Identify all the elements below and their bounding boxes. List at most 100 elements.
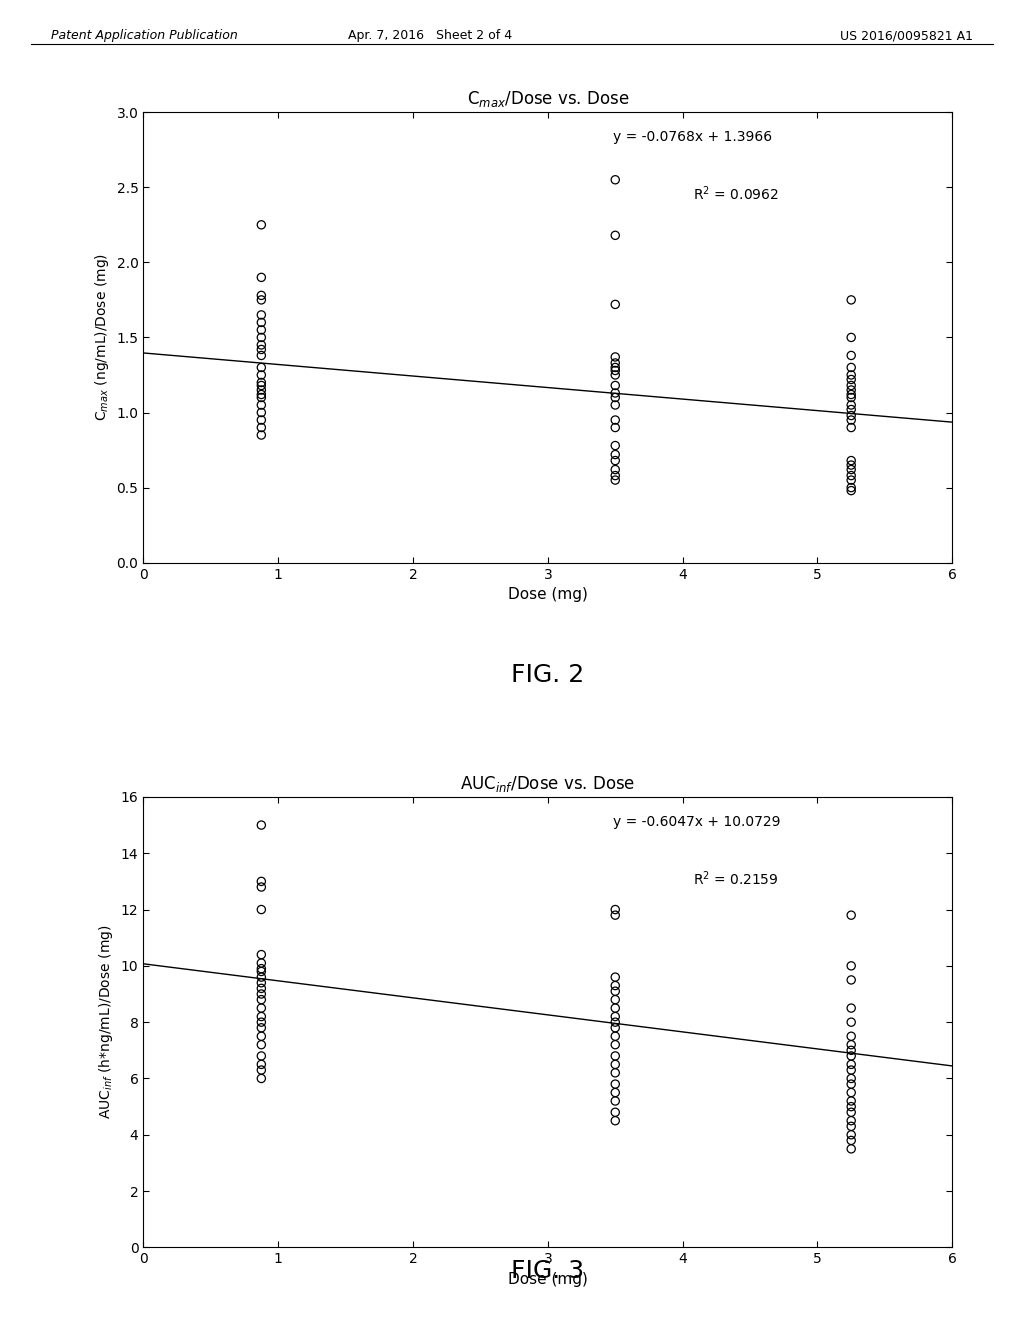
Point bbox=[253, 998, 269, 1019]
Point bbox=[253, 966, 269, 987]
Point bbox=[843, 450, 859, 471]
Point bbox=[607, 966, 624, 987]
Point bbox=[607, 1082, 624, 1104]
Point bbox=[843, 1026, 859, 1047]
Text: US 2016/0095821 A1: US 2016/0095821 A1 bbox=[840, 29, 973, 42]
Point bbox=[253, 384, 269, 405]
Point bbox=[843, 956, 859, 977]
Point bbox=[253, 267, 269, 288]
Point bbox=[253, 1068, 269, 1089]
Text: R$^{2}$ = 0.2159: R$^{2}$ = 0.2159 bbox=[693, 869, 778, 887]
Point bbox=[607, 904, 624, 925]
Point bbox=[253, 978, 269, 999]
Point bbox=[607, 975, 624, 997]
Point bbox=[253, 899, 269, 920]
Point bbox=[843, 1053, 859, 1074]
Point bbox=[607, 450, 624, 471]
X-axis label: Dose (mg): Dose (mg) bbox=[508, 1271, 588, 1287]
Point bbox=[253, 1026, 269, 1047]
Text: y = -0.6047x + 10.0729: y = -0.6047x + 10.0729 bbox=[612, 814, 780, 829]
Point bbox=[843, 399, 859, 420]
Point bbox=[607, 387, 624, 408]
Point bbox=[253, 1053, 269, 1074]
Point bbox=[253, 214, 269, 235]
Point bbox=[253, 876, 269, 898]
Point bbox=[843, 345, 859, 366]
Point bbox=[607, 1006, 624, 1027]
Point bbox=[607, 981, 624, 1002]
Point bbox=[253, 1006, 269, 1027]
Text: y = -0.0768x + 1.3966: y = -0.0768x + 1.3966 bbox=[612, 131, 772, 144]
Point bbox=[607, 346, 624, 367]
Point bbox=[843, 1073, 859, 1094]
Point bbox=[843, 1045, 859, 1067]
Point bbox=[607, 1053, 624, 1074]
Point bbox=[607, 1018, 624, 1039]
Title: AUC$_{inf}$/Dose vs. Dose: AUC$_{inf}$/Dose vs. Dose bbox=[460, 774, 636, 793]
Point bbox=[843, 470, 859, 491]
Point bbox=[843, 1082, 859, 1104]
Point bbox=[253, 1011, 269, 1032]
Point bbox=[607, 352, 624, 374]
Point bbox=[253, 417, 269, 438]
Point bbox=[607, 224, 624, 246]
Point bbox=[843, 375, 859, 396]
Point bbox=[253, 425, 269, 446]
Point bbox=[607, 465, 624, 486]
Point bbox=[253, 953, 269, 974]
Point bbox=[843, 465, 859, 486]
Point bbox=[253, 961, 269, 982]
Point bbox=[607, 998, 624, 1019]
Y-axis label: C$_{max}$ (ng/mL)/Dose (mg): C$_{max}$ (ng/mL)/Dose (mg) bbox=[93, 253, 111, 421]
Point bbox=[607, 395, 624, 416]
Point bbox=[253, 334, 269, 355]
Point bbox=[607, 360, 624, 381]
Point bbox=[607, 383, 624, 404]
Title: C$_{max}$/Dose vs. Dose: C$_{max}$/Dose vs. Dose bbox=[467, 88, 629, 108]
Point bbox=[607, 1011, 624, 1032]
Point bbox=[843, 417, 859, 438]
Point bbox=[607, 1045, 624, 1067]
Point bbox=[607, 459, 624, 480]
Point bbox=[253, 319, 269, 341]
Point bbox=[253, 409, 269, 430]
Y-axis label: AUC$_{inf}$ (h*ng/mL)/Dose (mg): AUC$_{inf}$ (h*ng/mL)/Dose (mg) bbox=[97, 925, 115, 1119]
Point bbox=[253, 1018, 269, 1039]
Point bbox=[843, 1060, 859, 1081]
Point bbox=[253, 375, 269, 396]
Point bbox=[843, 289, 859, 310]
Point bbox=[607, 1026, 624, 1047]
Point bbox=[843, 904, 859, 925]
Point bbox=[843, 1138, 859, 1159]
Point bbox=[607, 1063, 624, 1084]
Text: FIG. 3: FIG. 3 bbox=[511, 1259, 585, 1283]
Point bbox=[843, 969, 859, 990]
Point bbox=[253, 871, 269, 892]
Point bbox=[607, 436, 624, 457]
Point bbox=[843, 379, 859, 400]
Point bbox=[843, 1125, 859, 1146]
Point bbox=[253, 989, 269, 1010]
Point bbox=[607, 169, 624, 190]
Text: Patent Application Publication: Patent Application Publication bbox=[51, 29, 238, 42]
Text: R$^{2}$ = 0.0962: R$^{2}$ = 0.0962 bbox=[693, 185, 779, 203]
Point bbox=[253, 983, 269, 1005]
Point bbox=[607, 1073, 624, 1094]
Text: FIG. 2: FIG. 2 bbox=[511, 663, 585, 686]
Point bbox=[253, 387, 269, 408]
Point bbox=[607, 899, 624, 920]
Point bbox=[607, 444, 624, 465]
Point bbox=[253, 1045, 269, 1067]
Point bbox=[607, 375, 624, 396]
Point bbox=[253, 395, 269, 416]
Point bbox=[253, 944, 269, 965]
Point bbox=[843, 387, 859, 408]
Point bbox=[843, 1090, 859, 1111]
Point bbox=[843, 454, 859, 475]
Point bbox=[607, 470, 624, 491]
Point bbox=[843, 1068, 859, 1089]
Point bbox=[607, 356, 624, 378]
Point bbox=[253, 339, 269, 360]
Point bbox=[253, 356, 269, 378]
Point bbox=[843, 409, 859, 430]
